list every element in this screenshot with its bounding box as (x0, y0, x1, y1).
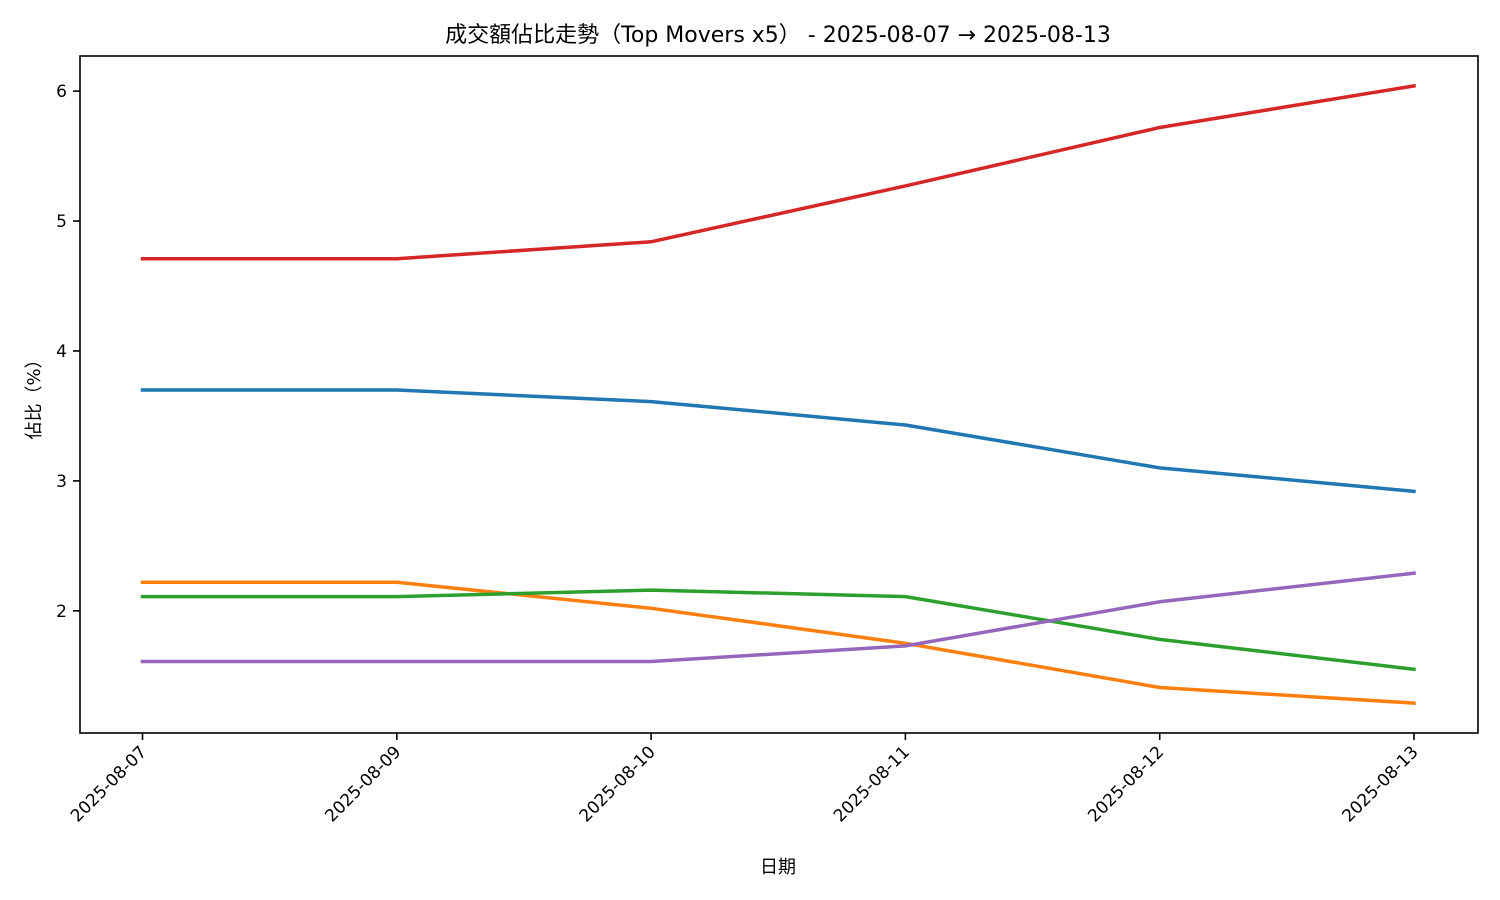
series-line-4 (140, 83, 1417, 261)
x-axis: 2025-08-07 2025-08-09 2025-08-10 2025-08-11… (67, 733, 1423, 826)
x-tick-label: 2025-08-11 (830, 742, 914, 826)
y-tick-label: 6 (56, 82, 67, 102)
y-axis: 2 3 4 5 6 (56, 82, 80, 622)
plot-frame (79, 55, 1479, 734)
x-tick-label: 2025-08-09 (321, 742, 405, 826)
series-lines (140, 83, 1417, 705)
y-tick-label: 2 (56, 602, 67, 622)
series-line-3 (140, 588, 1416, 672)
series-line-5 (140, 571, 1416, 664)
series-line-2 (140, 580, 1416, 705)
x-tick-label: 2025-08-07 (67, 742, 151, 826)
y-tick-label: 5 (56, 212, 67, 232)
x-tick-label: 2025-08-13 (1339, 742, 1423, 826)
y-tick-label: 4 (56, 342, 67, 362)
y-tick-label: 3 (56, 472, 67, 492)
series-line-1 (140, 388, 1416, 494)
y-axis-label: 佔比（%） (24, 350, 45, 439)
x-tick-label: 2025-08-12 (1084, 742, 1168, 826)
chart-title: 成交額佔比走勢（Top Movers x5） - 2025-08-07 → 20… (445, 23, 1111, 48)
x-axis-label: 日期 (760, 857, 796, 878)
x-tick-label: 2025-08-10 (576, 742, 660, 826)
